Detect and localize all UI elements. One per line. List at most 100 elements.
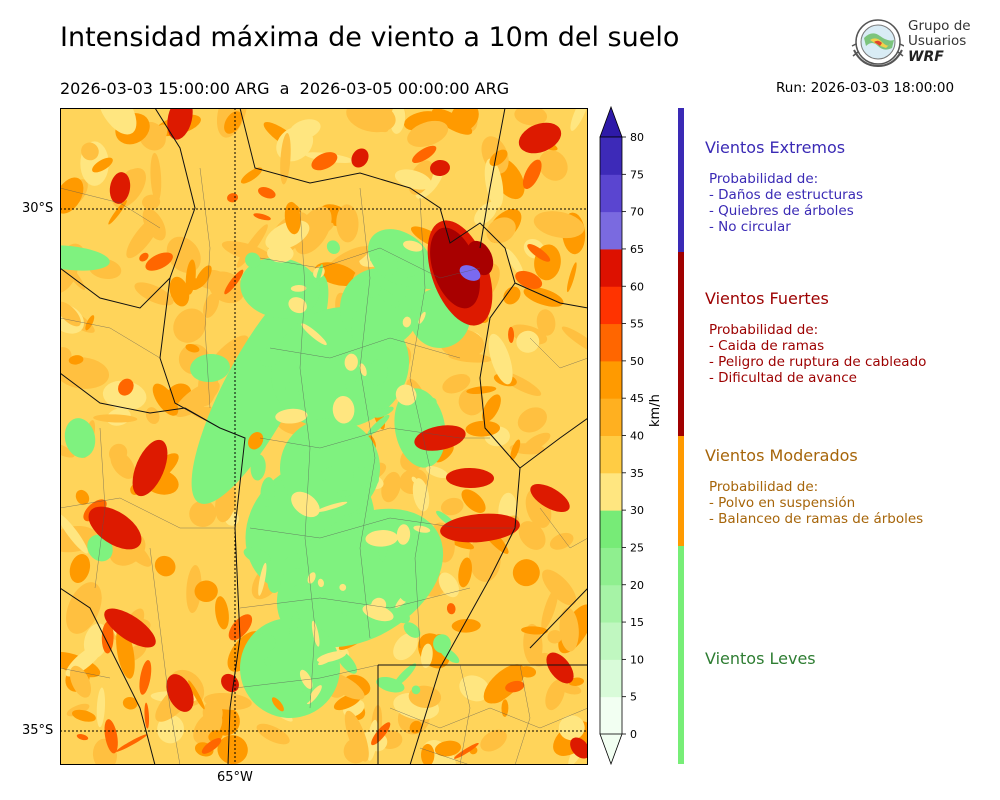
wind-patch	[115, 734, 148, 752]
wind-patch	[458, 557, 472, 588]
wind-patch	[394, 169, 432, 190]
colorbar-tick-label: 20	[630, 579, 644, 592]
wind-patch	[69, 665, 92, 698]
wind-patch	[450, 108, 479, 131]
wind-patch	[484, 158, 504, 208]
category-moderate: Vientos Moderados Probabilidad de: - Pol…	[705, 446, 995, 527]
wind-patch	[522, 159, 542, 189]
colorbar-tick-label: 60	[630, 280, 644, 293]
light-wind-area	[418, 311, 426, 324]
category-line: Probabilidad de:	[709, 171, 819, 187]
map-frame	[60, 108, 588, 765]
colorbar-tick-label: 65	[630, 243, 644, 256]
light-wind-area	[311, 620, 320, 647]
light-wind-area	[376, 676, 405, 693]
wind-patch	[110, 451, 136, 479]
category-line: - No circular	[709, 219, 791, 235]
light-wind-area	[297, 442, 331, 457]
colorbar-tick-label: 80	[630, 131, 644, 144]
map-title: Intensidad máxima de viento a 10m del su…	[60, 22, 680, 53]
light-wind-area	[377, 288, 400, 308]
strong-wind-area	[466, 240, 494, 276]
category-line: - Balanceo de ramas de árboles	[709, 511, 924, 527]
strong-band	[678, 252, 684, 436]
wind-patch	[81, 142, 99, 161]
colorbar: 0 5 10 15 20 25 30 35 40 45 50 55 60 65 70 75 80	[599, 106, 644, 766]
province-borders	[60, 108, 588, 765]
colorbar-segment	[600, 435, 622, 474]
strong-wind-area	[104, 608, 156, 648]
light-wind-area	[396, 524, 411, 545]
wind-patch	[434, 740, 462, 757]
strong-wind-area	[167, 108, 193, 140]
strong-wind-area	[430, 227, 480, 309]
wind-patch	[202, 701, 223, 725]
wind-patch	[521, 626, 548, 635]
light-wind-area	[60, 245, 110, 271]
wind-patch	[482, 394, 501, 423]
light-wind-area	[390, 607, 410, 624]
light-wind-area	[339, 598, 356, 616]
wind-patch	[527, 244, 551, 262]
wind-patch	[454, 742, 479, 759]
colorbar-segment	[600, 286, 622, 325]
light-wind-area	[420, 643, 433, 668]
colorbar-segment	[600, 137, 622, 175]
wind-patch	[68, 355, 84, 365]
light-wind-area	[404, 278, 426, 307]
colorbar-segment	[600, 510, 622, 548]
category-line: - Dificultad de avance	[709, 370, 857, 386]
wind-patch	[566, 262, 577, 293]
light-wind-area	[411, 685, 421, 695]
light-wind-area	[290, 285, 307, 292]
wind-patch	[236, 224, 268, 268]
strong-wind-area	[351, 148, 369, 168]
category-line: Probabilidad de:	[709, 479, 819, 495]
wind-patch	[60, 357, 110, 389]
light-wind-area	[339, 583, 347, 591]
colorbar-tick-label: 10	[630, 653, 644, 666]
colorbar-tick-label: 40	[630, 430, 644, 443]
light-wind-area	[359, 278, 381, 298]
wind-patch	[253, 213, 271, 221]
wind-patch	[187, 278, 202, 291]
light-wind-area	[413, 525, 431, 533]
wind-patch	[547, 630, 563, 644]
wind-patch	[523, 432, 551, 452]
light-wind-area	[299, 669, 313, 689]
light-wind-area	[250, 454, 266, 481]
colorbar-segment	[600, 472, 622, 511]
light-wind-area	[351, 309, 366, 342]
wind-patch	[194, 580, 218, 603]
light-wind-area	[403, 240, 423, 252]
wind-patch	[97, 108, 137, 135]
light-wind-area	[362, 604, 394, 622]
wind-patch	[271, 697, 284, 712]
wind-patch	[284, 201, 301, 235]
wind-patch	[118, 378, 134, 396]
category-body: Probabilidad de: - Caida de ramas - Peli…	[705, 322, 995, 386]
strong-wind-area	[430, 159, 450, 177]
wind-patch	[523, 286, 564, 307]
wind-patch	[201, 738, 222, 754]
extreme-band	[678, 108, 684, 252]
wind-patch	[60, 301, 81, 327]
category-title: Vientos Fuertes	[705, 289, 829, 308]
wind-patch	[256, 723, 290, 745]
light-wind-area	[344, 353, 358, 371]
colorbar-segment	[600, 659, 622, 698]
colorbar-max-extension	[599, 106, 623, 138]
logo-line2: Usuarios	[908, 33, 967, 49]
category-title: Vientos Moderados	[705, 446, 858, 465]
wind-patch	[169, 276, 190, 307]
light-wind-area	[64, 418, 96, 458]
colorbar-tick-label: 35	[630, 467, 644, 480]
wind-patch	[515, 270, 543, 289]
wind-patch	[75, 489, 90, 505]
light-wind-area	[398, 582, 420, 603]
wind-patch	[549, 532, 574, 550]
wind-patch	[486, 677, 511, 704]
wind-patch	[104, 719, 118, 754]
light-wind-area	[190, 353, 230, 383]
light-wind-area	[428, 397, 437, 408]
